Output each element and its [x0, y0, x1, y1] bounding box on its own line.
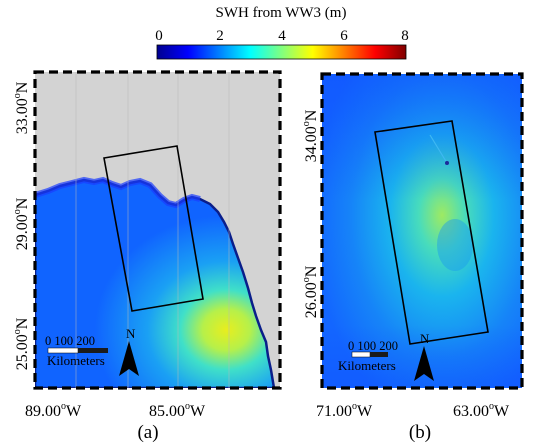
panel-a-axes: 33.00oN 29.00oN 25.00oN 89.00oW 85.00oW …	[12, 81, 206, 443]
scale-bar: 0 100 200 Kilometers	[45, 334, 108, 368]
sar-swath-outline	[103, 145, 204, 312]
colorbar-title: SWH from WW3 (m)	[216, 5, 347, 21]
colorbar-tick-label: 8	[401, 28, 409, 44]
north-arrow: N	[119, 326, 139, 376]
y-tick-label: 25.00oN	[12, 317, 31, 370]
north-arrow-label: N	[420, 331, 430, 346]
scale-bar: 0 100 200 Kilometers	[338, 339, 398, 373]
panel-b-map: 0 100 200 Kilometers N	[320, 72, 524, 390]
scale-bar-unit: Kilometers	[47, 353, 105, 368]
coastal-shallow-band	[35, 176, 201, 209]
ocean-shading	[322, 74, 522, 388]
colorbar-tick-label: 6	[340, 28, 348, 44]
panel-b-axes: 34.00oN 26.00oN 71.00oW 63.00oW (b)	[301, 109, 510, 443]
north-arrow-label: N	[126, 326, 136, 341]
scale-bar-segment	[78, 348, 108, 353]
panel-label-a: (a)	[137, 422, 158, 443]
wave-shadow	[437, 219, 473, 271]
scale-bar-segment	[370, 352, 388, 357]
wave-wake-streak	[429, 134, 448, 164]
x-tick-label: 85.00oW	[149, 401, 206, 420]
scale-bar-values: 0 100 200	[348, 339, 398, 353]
north-arrow-icon	[414, 346, 434, 381]
x-tick-label: 63.00oW	[453, 401, 510, 420]
y-tick-label: 26.00oN	[301, 265, 320, 318]
wave-source-point	[445, 161, 449, 165]
colorbar-tick-label: 2	[216, 28, 224, 44]
colorbar-tick-label: 0	[155, 28, 163, 44]
y-tick-label: 33.00oN	[12, 81, 31, 134]
x-tick-label: 89.00oW	[25, 401, 82, 420]
scale-bar-values: 0 100 200	[45, 334, 95, 348]
x-tick-label: 71.00oW	[316, 401, 373, 420]
y-tick-label: 34.00oN	[301, 109, 320, 162]
sar-swath-outline	[374, 120, 489, 345]
y-tick-label: 29.00oN	[12, 197, 31, 250]
map-graticule	[75, 72, 230, 388]
colorbar-tick-label: 4	[278, 28, 286, 44]
panel-b-frame	[320, 72, 524, 390]
north-arrow-icon	[119, 341, 139, 376]
colorbar-bar	[156, 44, 407, 60]
panel-label-b: (b)	[409, 422, 431, 443]
panel-a-map: 0 100 200 Kilometers N	[33, 70, 282, 390]
colorbar: SWH from WW3 (m) 0 2 4 6 8	[155, 5, 409, 60]
scale-bar-unit: Kilometers	[338, 358, 396, 373]
north-arrow: N	[414, 331, 434, 381]
scale-bar-segment	[351, 351, 371, 358]
